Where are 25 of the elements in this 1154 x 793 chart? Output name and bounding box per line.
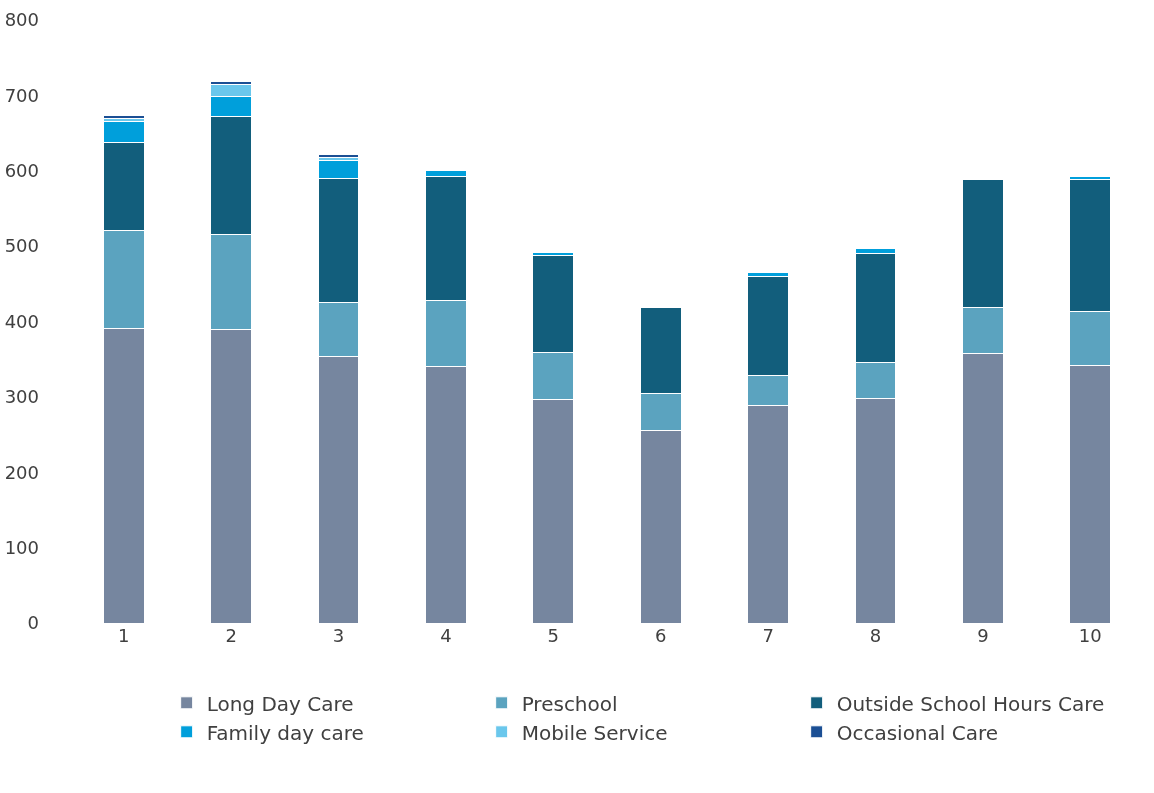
legend-label: Occasional Care <box>836 720 999 745</box>
x-tick-label: 1 <box>117 625 130 646</box>
y-tick-label: 0 <box>27 612 39 634</box>
y-tick-label: 500 <box>4 235 39 257</box>
x-tick-label: 6 <box>654 625 667 646</box>
legend-label: Preschool <box>521 691 618 716</box>
x-tick-label: 7 <box>762 625 774 646</box>
y-tick-label: 400 <box>4 310 39 332</box>
x-tick-label: 10 <box>1078 625 1102 646</box>
legend-label: Family day care <box>206 720 364 745</box>
x-tick-label: 8 <box>869 625 882 646</box>
y-tick-label: 300 <box>4 386 39 408</box>
y-tick-label: 200 <box>4 461 39 483</box>
y-tick-label: 100 <box>4 536 39 558</box>
x-tick-label: 4 <box>440 625 452 646</box>
x-tick-label: 9 <box>977 625 989 646</box>
x-tick-label: 5 <box>547 625 560 646</box>
legend-label: Long Day Care <box>206 691 354 716</box>
y-tick-label: 800 <box>4 9 39 31</box>
legend-label: Mobile Service <box>521 720 668 745</box>
y-tick-label: 700 <box>4 84 39 106</box>
x-tick-label: 3 <box>332 625 345 646</box>
y-tick-label: 600 <box>4 160 39 182</box>
x-tick-label: 2 <box>225 625 237 646</box>
legend-label: Outside School Hours Care <box>836 691 1105 716</box>
